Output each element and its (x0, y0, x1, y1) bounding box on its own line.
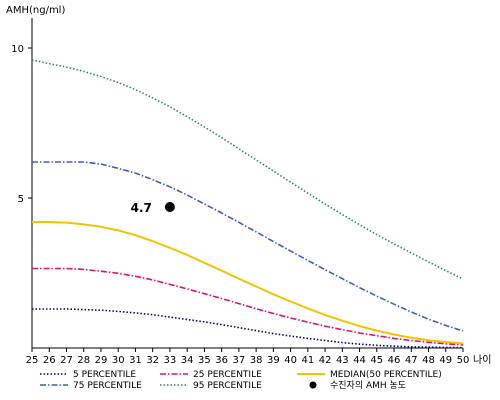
x-tick-label: 49 (439, 355, 452, 366)
x-tick-label: 38 (250, 355, 263, 366)
x-tick-label: 45 (370, 355, 383, 366)
series-line-1 (32, 267, 464, 346)
x-tick-label: 40 (284, 355, 297, 366)
x-tick-label: 42 (319, 355, 332, 366)
x-tick-label: 48 (422, 355, 435, 366)
series-lines (31, 59, 464, 349)
legend-label-point: 수진자의 AMH 농도 (330, 380, 406, 391)
data-point-layer: 4.7 (131, 201, 175, 215)
x-tick-label: 41 (301, 355, 314, 366)
x-tick-label: 32 (146, 355, 159, 366)
x-tick-label: 44 (353, 355, 366, 366)
axes: 5 10 25 26 27 28 29 30 31 32 33 34 35 36 37 38 39 40 41 42 4… (11, 18, 491, 366)
x-axis-label: 나이 (473, 354, 491, 366)
legend-label-4: 95 PERCENTILE (193, 381, 262, 391)
patient-amh-value-label: 4.7 (131, 201, 152, 215)
x-tick-label: 37 (233, 355, 246, 366)
series-line-4 (31, 59, 464, 280)
legend-label-2: MEDIAN(50 PERCENTILE) (330, 370, 442, 380)
x-tick-label: 35 (198, 355, 211, 366)
series-line-3 (32, 161, 464, 332)
x-tick-label: 31 (129, 355, 142, 366)
x-tick-label: 30 (112, 355, 125, 366)
series-line-2 (32, 221, 464, 345)
legend-label-3: 75 PERCENTILE (73, 381, 142, 391)
legend-label-0: 5 PERCENTILE (73, 370, 136, 380)
x-tick-label: 25 (26, 355, 39, 366)
x-tick-label: 36 (215, 355, 228, 366)
x-tick-label: 50 (457, 355, 470, 366)
series-line-0 (32, 308, 464, 349)
x-tick-label: 43 (336, 355, 349, 366)
x-tick-label: 28 (77, 355, 90, 366)
x-tick-label: 34 (181, 355, 194, 366)
x-tick-label: 29 (95, 355, 108, 366)
x-tick-label: 33 (164, 355, 177, 366)
x-tick-label: 39 (267, 355, 280, 366)
patient-amh-point (164, 202, 175, 212)
x-tick-label: 46 (388, 355, 401, 366)
x-tick-label: 26 (43, 355, 56, 366)
y-tick-label: 10 (11, 44, 24, 55)
x-tick-label: 27 (60, 355, 73, 366)
legend-label-1: 25 PERCENTILE (193, 370, 262, 380)
x-tick-label: 47 (405, 355, 418, 366)
y-tick-label: 5 (18, 194, 24, 205)
y-axis-label: AMH(ng/ml) (6, 5, 65, 16)
legend: 5 PERCENTILE 25 PERCENTILE MEDIAN(50 PERCE… (40, 370, 442, 391)
legend-point-swatch (309, 381, 317, 389)
